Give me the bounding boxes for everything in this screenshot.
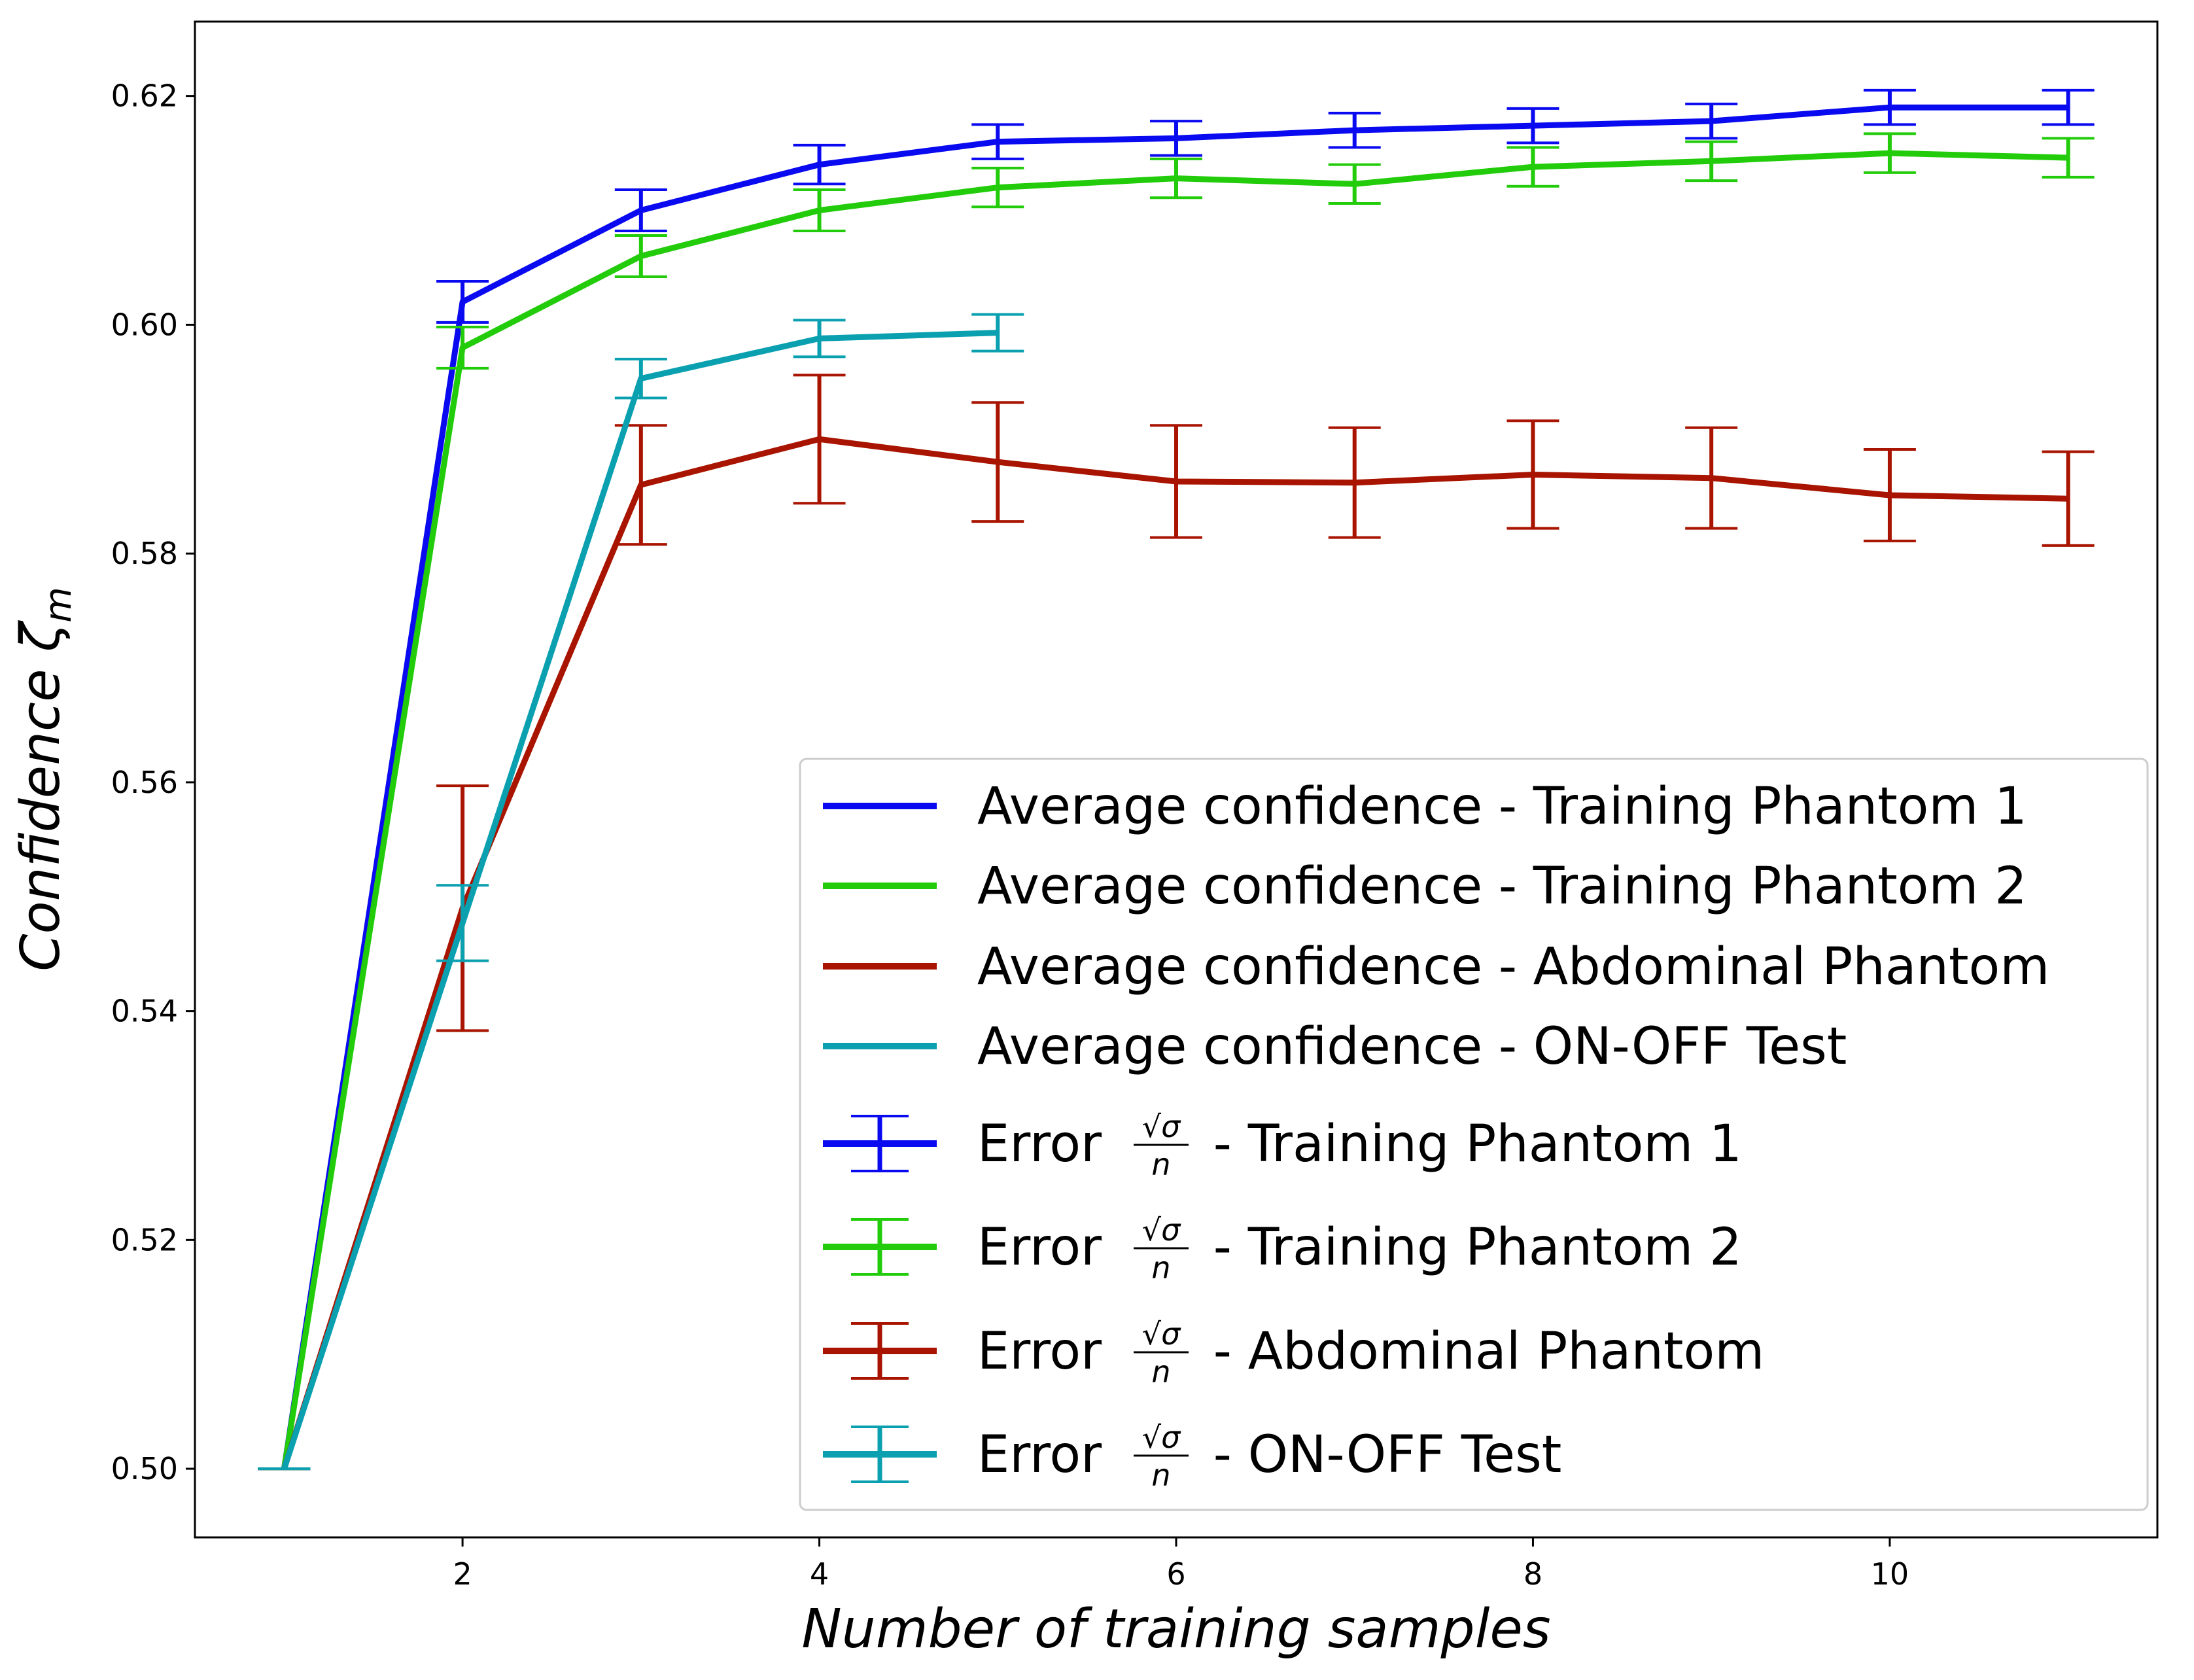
legend-fraction-denominator: n bbox=[1151, 1250, 1170, 1286]
error-bar bbox=[793, 188, 846, 233]
x-tick-label: 8 bbox=[1524, 1556, 1542, 1592]
legend-error-prefix: Error bbox=[977, 1218, 1102, 1277]
series-4 bbox=[258, 313, 1024, 1471]
legend-fraction-numerator: √σ bbox=[1142, 1109, 1181, 1144]
error-bar bbox=[1506, 146, 1559, 188]
series-layer bbox=[258, 88, 2095, 1471]
legend-fraction-denominator: n bbox=[1151, 1458, 1170, 1493]
error-bar bbox=[793, 374, 846, 505]
legend-error-suffix: - Training Phantom 2 bbox=[1197, 1218, 1742, 1277]
legend-error-item: Error √σn - ON-OFF Test bbox=[823, 1420, 1561, 1493]
error-bar bbox=[1150, 424, 1202, 539]
error-bar bbox=[1150, 157, 1202, 200]
legend-fraction-numerator: √σ bbox=[1142, 1420, 1181, 1455]
error-bar bbox=[2042, 137, 2095, 179]
legend-label: Average confidence - ON-OFF Test bbox=[977, 1017, 1847, 1076]
legend-item: Average confidence - ON-OFF Test bbox=[823, 1017, 1847, 1076]
error-bar bbox=[2042, 450, 2095, 547]
legend-fraction-denominator: n bbox=[1151, 1147, 1170, 1182]
x-axis-ticks: 2 4 6 8 10 bbox=[453, 1537, 1909, 1592]
error-bar bbox=[1685, 140, 1738, 183]
y-axis-title: Confidence ζm bbox=[10, 587, 80, 971]
legend-item: Average confidence - Training Phantom 2 bbox=[823, 857, 2027, 916]
error-bar bbox=[436, 884, 489, 962]
legend-label: Average confidence - Training Phantom 1 bbox=[977, 777, 2027, 836]
error-bar bbox=[971, 166, 1024, 209]
legend-error-item: Error √σn - Training Phantom 1 bbox=[823, 1109, 1742, 1182]
error-bar bbox=[614, 357, 667, 400]
x-tick-label: 2 bbox=[453, 1556, 472, 1592]
x-tick-label: 10 bbox=[1871, 1556, 1909, 1592]
legend-item: Average confidence - Training Phantom 1 bbox=[823, 777, 2027, 836]
error-bar bbox=[1506, 419, 1559, 530]
legend-error-suffix: - Training Phantom 1 bbox=[1197, 1115, 1742, 1174]
legend-fraction-numerator: √σ bbox=[1142, 1316, 1181, 1352]
error-bar bbox=[1506, 107, 1559, 145]
legend-label: Average confidence - Abdominal Phantom bbox=[977, 937, 2049, 996]
error-bar bbox=[1863, 132, 1916, 174]
error-bar bbox=[793, 319, 846, 359]
y-tick-label: 0.52 bbox=[111, 1222, 178, 1257]
legend-error-item: Error √σn - Training Phantom 2 bbox=[823, 1212, 1742, 1286]
error-bar bbox=[971, 401, 1024, 523]
error-bar bbox=[793, 143, 846, 186]
legend-error-prefix: Error bbox=[977, 1426, 1102, 1484]
legend-label: Average confidence - Training Phantom 2 bbox=[977, 857, 2027, 916]
x-tick-label: 4 bbox=[810, 1556, 829, 1592]
error-bar bbox=[436, 325, 489, 370]
legend-error-suffix: - Abdominal Phantom bbox=[1197, 1322, 1764, 1381]
y-tick-label: 0.60 bbox=[111, 307, 178, 342]
x-axis-title: Number of training samples bbox=[801, 1598, 1550, 1660]
error-bar bbox=[971, 313, 1024, 353]
error-bar bbox=[1150, 120, 1202, 157]
legend-box bbox=[799, 758, 2149, 1511]
legend-error-prefix: Error bbox=[977, 1115, 1102, 1174]
legend-item: Average confidence - Abdominal Phantom bbox=[823, 937, 2049, 996]
y-axis-title-main: Confidence bbox=[10, 652, 72, 971]
y-tick-label: 0.58 bbox=[111, 536, 178, 571]
legend-fraction-denominator: n bbox=[1151, 1354, 1170, 1390]
legend-error-prefix: Error bbox=[977, 1322, 1102, 1381]
error-bar bbox=[614, 234, 667, 278]
y-axis-title-symbol: ζ bbox=[10, 620, 72, 652]
error-bar bbox=[1328, 426, 1381, 539]
error-bar bbox=[1328, 163, 1381, 205]
y-tick-label: 0.54 bbox=[111, 994, 178, 1029]
y-tick-label: 0.62 bbox=[111, 79, 178, 114]
y-axis-ticks: 0.50 0.52 0.54 0.56 0.58 0.60 0.62 bbox=[111, 79, 195, 1486]
legend-fraction-numerator: √σ bbox=[1142, 1212, 1181, 1248]
y-tick-label: 0.50 bbox=[111, 1451, 178, 1486]
legend-error-suffix: - ON-OFF Test bbox=[1197, 1426, 1561, 1484]
error-bar bbox=[1863, 448, 1916, 542]
y-axis-title-subscript: m bbox=[37, 587, 80, 623]
legend: Average confidence - Training Phantom 1 A… bbox=[799, 758, 2149, 1511]
y-tick-label: 0.56 bbox=[111, 765, 178, 800]
error-bar bbox=[1863, 88, 1916, 126]
error-bar bbox=[971, 123, 1024, 160]
error-bar bbox=[1328, 111, 1381, 149]
x-tick-label: 6 bbox=[1166, 1556, 1185, 1592]
error-bar bbox=[2042, 88, 2095, 126]
error-bar bbox=[1685, 426, 1738, 530]
error-bar bbox=[614, 188, 667, 233]
error-bar bbox=[1685, 102, 1738, 140]
error-bar bbox=[436, 279, 489, 324]
legend-error-item: Error √σn - Abdominal Phantom bbox=[823, 1316, 1764, 1390]
